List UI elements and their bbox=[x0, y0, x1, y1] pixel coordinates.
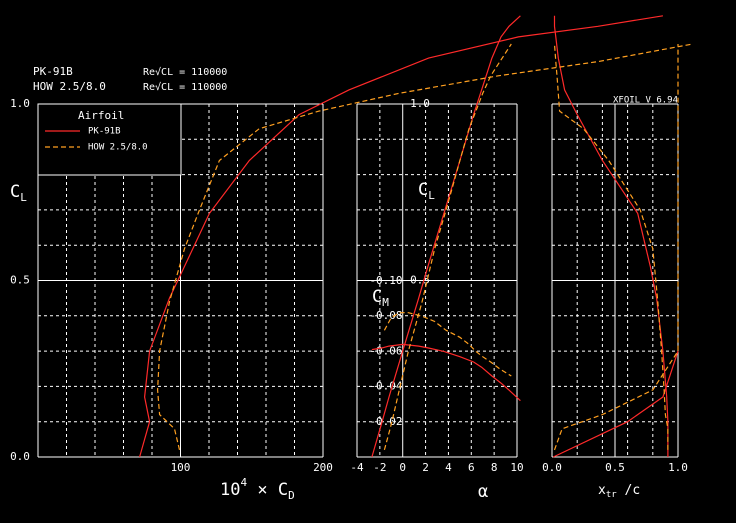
cl-cd-curve bbox=[139, 15, 663, 458]
cl-cd-curve bbox=[156, 43, 693, 451]
cm-tick-label: -0.04 bbox=[369, 380, 402, 393]
airfoil-label: PK-91B bbox=[33, 65, 73, 78]
cm-axis-label: CM bbox=[372, 287, 389, 309]
x-tick-label: 0.0 bbox=[542, 461, 562, 474]
legend-label: PK-91B bbox=[88, 127, 121, 137]
label-part: × C bbox=[247, 480, 288, 500]
x-tick-label: 100 bbox=[171, 461, 191, 474]
label-part: tr bbox=[606, 490, 617, 500]
legend-title: Airfoil bbox=[78, 109, 124, 122]
reynolds-label: Re√CL = 110000 bbox=[143, 81, 227, 93]
x-tick-label: 8 bbox=[491, 461, 498, 474]
y-tick-label: 1.0 bbox=[410, 97, 430, 110]
label-part: D bbox=[288, 489, 295, 502]
cm-tick-label: -0.02 bbox=[369, 415, 402, 428]
label-part: M bbox=[382, 296, 389, 309]
cm-alpha-curve bbox=[371, 343, 521, 402]
xtr-axis-label: xtr /c bbox=[598, 483, 640, 500]
x-tick-label: 200 bbox=[313, 461, 333, 474]
cl-axis-label: CL bbox=[10, 182, 27, 204]
x-tick-label: 6 bbox=[468, 461, 475, 474]
reynolds-label: Re√CL = 110000 bbox=[143, 66, 227, 78]
version-label: XFOIL V 6.94 bbox=[613, 96, 678, 106]
x-tick-label: 0.5 bbox=[605, 461, 625, 474]
cm-tick-label: -0.10 bbox=[369, 274, 402, 287]
cl-alpha-curve bbox=[371, 15, 521, 458]
x-tick-label: -2 bbox=[373, 461, 386, 474]
x-tick-label: 4 bbox=[445, 461, 452, 474]
xtr-top-curve bbox=[553, 15, 669, 457]
cm-tick-label: -0.06 bbox=[369, 344, 402, 357]
y-tick-label: 0.5 bbox=[410, 274, 430, 287]
y-tick-label: 0.5 bbox=[10, 274, 30, 287]
y-tick-label: 0.0 bbox=[10, 450, 30, 463]
x-tick-label: 10 bbox=[510, 461, 523, 474]
x-tick-label: 2 bbox=[422, 461, 429, 474]
alpha-axis-label: α bbox=[478, 482, 488, 502]
x-tick-label: 0 bbox=[399, 461, 406, 474]
xtr-top-curve bbox=[553, 43, 669, 450]
label-part: x bbox=[598, 483, 606, 498]
label-part: L bbox=[20, 191, 27, 204]
label-part: 10 bbox=[220, 480, 240, 500]
label-part: C bbox=[10, 182, 20, 202]
x-tick-label: -4 bbox=[350, 461, 364, 474]
cd-axis-label: 104 × CD bbox=[220, 476, 295, 502]
cm-tick-label: -0.08 bbox=[369, 309, 402, 322]
legend-label: HOW 2.5/8.0 bbox=[88, 143, 148, 153]
cl-alpha-curve bbox=[383, 43, 512, 451]
label-part: /c bbox=[617, 483, 640, 498]
cl-axis-label-mid: CL bbox=[418, 180, 435, 202]
airfoil-label: HOW 2.5/8.0 bbox=[33, 80, 106, 93]
cm-alpha-curve bbox=[383, 312, 512, 377]
label-part: C bbox=[418, 180, 428, 200]
legend-box bbox=[37, 103, 182, 176]
label-part: 4 bbox=[240, 476, 247, 489]
xtr-bot-curve bbox=[553, 350, 679, 458]
label-part: L bbox=[428, 189, 435, 202]
label-part: C bbox=[372, 287, 382, 307]
xtr-bot-curve bbox=[553, 44, 679, 451]
y-tick-label: 1.0 bbox=[10, 97, 30, 110]
x-tick-label: 1.0 bbox=[668, 461, 688, 474]
